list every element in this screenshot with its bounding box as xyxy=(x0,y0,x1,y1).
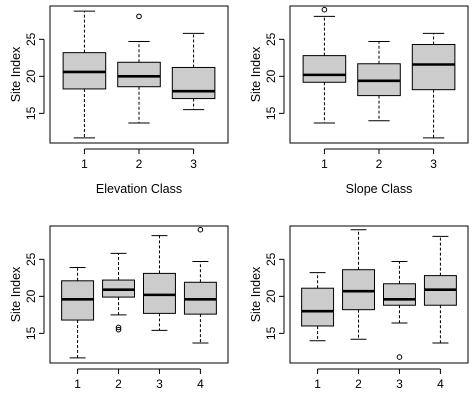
x-tick-label: 1 xyxy=(321,157,328,171)
x-tick-label: 3 xyxy=(430,157,437,171)
plot-frame xyxy=(289,225,469,364)
x-tick-label: 1 xyxy=(314,377,321,391)
x-tick-label: 2 xyxy=(115,377,122,391)
x-axis-title: Slope Class xyxy=(346,182,413,196)
box-3 xyxy=(411,32,456,139)
x-tick-label: 4 xyxy=(437,377,444,391)
plot-frame xyxy=(49,5,229,144)
x-tick-label: 2 xyxy=(376,157,383,171)
x-tick-label: 3 xyxy=(396,377,403,391)
box-2 xyxy=(357,41,401,122)
y-tick-label: 15 xyxy=(264,326,278,340)
x-tick-label: 1 xyxy=(81,157,88,171)
box-1 xyxy=(302,6,347,124)
box-1 xyxy=(301,272,335,342)
box-2 xyxy=(102,252,135,333)
box-3 xyxy=(143,235,176,331)
x-axis-title: Elevation Class xyxy=(96,182,182,196)
box-4 xyxy=(423,235,457,344)
outlier-point xyxy=(396,354,403,360)
outlier-point xyxy=(321,6,328,13)
y-tick-label: 20 xyxy=(24,289,38,303)
y-tick-label: 20 xyxy=(24,69,38,83)
plot-frame xyxy=(49,225,229,364)
y-tick-label: 20 xyxy=(264,289,278,303)
y-axis-title: Site Index xyxy=(9,266,23,322)
y-tick-label: 25 xyxy=(264,252,278,266)
y-tick-label: 25 xyxy=(24,32,38,46)
box-iqr xyxy=(301,287,335,327)
x-tick-label: 2 xyxy=(136,157,143,171)
y-tick-label: 25 xyxy=(24,252,38,266)
outlier-point xyxy=(115,324,122,331)
chart-panel-1: 1 2 3 15 20 25 Elevation Class Site Index xyxy=(9,5,229,196)
x-tick-label: 3 xyxy=(156,377,163,391)
box-1 xyxy=(62,10,107,139)
box-2 xyxy=(342,229,375,340)
chart-panel-2: 1 2 3 15 20 25 Slope Class Site Index xyxy=(249,5,469,196)
box-3 xyxy=(171,32,216,111)
box-3 xyxy=(383,261,416,360)
box-iqr xyxy=(117,61,161,88)
y-tick-label: 25 xyxy=(264,32,278,46)
x-tick-label: 1 xyxy=(74,377,81,391)
x-tick-label: 4 xyxy=(197,377,204,391)
box-1 xyxy=(61,266,95,359)
box-iqr xyxy=(342,269,375,311)
box-iqr xyxy=(411,44,456,91)
box-iqr xyxy=(302,55,347,83)
box-iqr xyxy=(143,272,176,314)
y-tick-label: 15 xyxy=(264,106,278,120)
box-2 xyxy=(117,13,161,124)
box-iqr xyxy=(383,283,416,306)
outlier-point xyxy=(136,13,142,20)
y-axis-title: Site Index xyxy=(249,266,263,322)
outlier-point xyxy=(115,326,122,333)
y-axis-title: Site Index xyxy=(9,46,23,102)
y-tick-label: 20 xyxy=(264,69,278,83)
x-tick-label: 2 xyxy=(355,377,362,391)
x-tick-label: 3 xyxy=(190,157,197,171)
y-tick-label: 15 xyxy=(24,326,38,340)
outlier-point xyxy=(197,226,204,233)
y-tick-label: 15 xyxy=(24,106,38,120)
plot-frame xyxy=(289,5,469,144)
y-axis-title: Site Index xyxy=(249,46,263,102)
box-4 xyxy=(183,226,217,344)
box-iqr xyxy=(171,66,216,100)
